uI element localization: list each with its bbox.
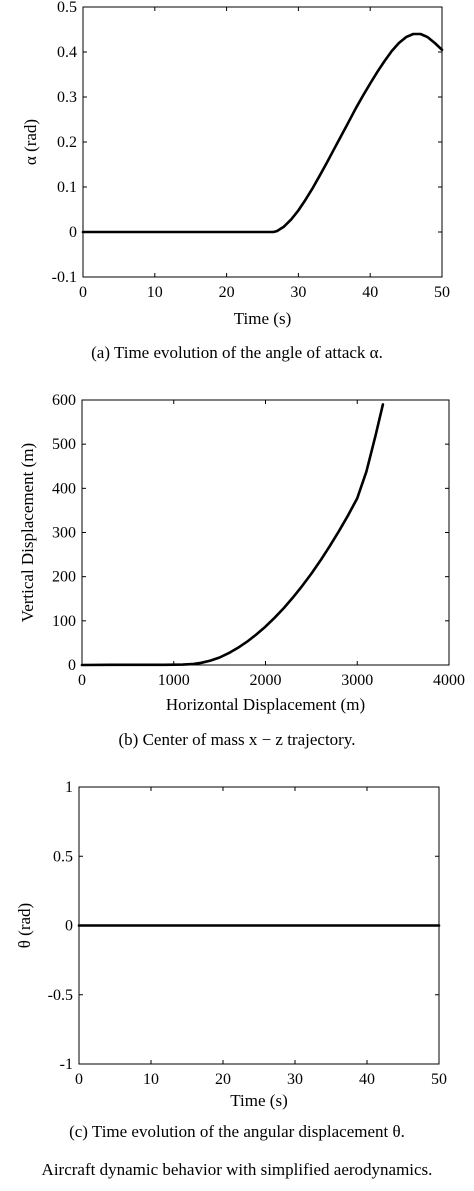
y-tick-label: 0 <box>69 224 77 241</box>
x-tick-label: 0 <box>79 284 87 301</box>
x-tick-label: 3000 <box>341 672 373 689</box>
x-tick-label: 30 <box>290 284 306 301</box>
y-tick-label: -1 <box>60 1056 73 1073</box>
y-tick-label: 0.2 <box>57 134 77 151</box>
x-tick-label: 20 <box>219 284 235 301</box>
y-tick-label: -0.1 <box>52 269 77 286</box>
x-axis-label: Time (s) <box>234 309 291 328</box>
x-tick-label: 0 <box>78 672 86 689</box>
figure-caption: Aircraft dynamic behavior with simplifie… <box>41 1160 433 1179</box>
y-tick-label: 0.3 <box>57 89 77 106</box>
y-tick-label: 500 <box>52 436 76 453</box>
x-tick-label: 10 <box>147 284 163 301</box>
y-axis-label: Vertical Displacement (m) <box>18 443 37 622</box>
y-tick-label: -0.5 <box>48 987 73 1004</box>
caption-trajectory: (b) Center of mass x − z trajectory. <box>118 730 356 749</box>
figure-alpha: 0 10 20 30 40 50 -0.1 0 0.1 0.2 0.3 0.4 0.5 Time (s) α… <box>0 0 474 380</box>
x-tick-label: 50 <box>434 284 450 301</box>
series-line <box>81 32 444 234</box>
y-tick-label: 0.5 <box>57 0 77 16</box>
caption-theta: (c) Time evolution of the angular displa… <box>69 1122 405 1141</box>
caption-alpha: (a) Time evolution of the angle of attac… <box>91 343 383 362</box>
x-tick-label: 40 <box>362 284 378 301</box>
x-tick-label: 2000 <box>250 672 282 689</box>
y-tick-label: 0.5 <box>53 848 73 865</box>
x-tick-label: 30 <box>287 1071 303 1088</box>
y-tick-label: 600 <box>52 392 76 409</box>
x-tick-label: 4000 <box>433 672 465 689</box>
y-tick-label: 400 <box>52 480 76 497</box>
x-tick-label: 1000 <box>158 672 190 689</box>
x-tick-label: 40 <box>359 1071 375 1088</box>
x-tick-label: 10 <box>143 1071 159 1088</box>
x-tick-label: 0 <box>75 1071 83 1088</box>
y-axis-label: α (rad) <box>21 119 40 165</box>
series-line <box>80 403 385 667</box>
plot-frame <box>82 6 443 278</box>
figure-theta: 0 10 20 30 40 50 -1 -0.5 0 0.5 1 Time (s) θ (rad) (c… <box>0 770 474 1150</box>
chart-theta: 0 10 20 30 40 50 -1 -0.5 0 0.5 1 Time (s) θ (rad) <box>15 779 447 1110</box>
y-tick-label: 100 <box>52 613 76 630</box>
y-tick-label: 200 <box>52 569 76 586</box>
y-tick-label: 0 <box>68 657 76 674</box>
y-tick-label: 0 <box>65 918 73 935</box>
x-tick-label: 20 <box>215 1071 231 1088</box>
x-axis-label: Horizontal Displacement (m) <box>166 695 365 714</box>
y-tick-label: 1 <box>65 779 73 796</box>
y-tick-label: 300 <box>52 525 76 542</box>
x-axis-label: Time (s) <box>230 1091 287 1110</box>
chart-trajectory: 0 1000 2000 3000 4000 0 100 200 300 400 500 600 Hori… <box>18 392 465 714</box>
x-tick-label: 50 <box>431 1071 447 1088</box>
y-tick-label: 0.4 <box>57 44 77 61</box>
figure-trajectory: 0 1000 2000 3000 4000 0 100 200 300 400 500 600 Hori… <box>0 388 474 768</box>
y-tick-label: 0.1 <box>57 179 77 196</box>
y-axis-label: θ (rad) <box>15 903 34 948</box>
